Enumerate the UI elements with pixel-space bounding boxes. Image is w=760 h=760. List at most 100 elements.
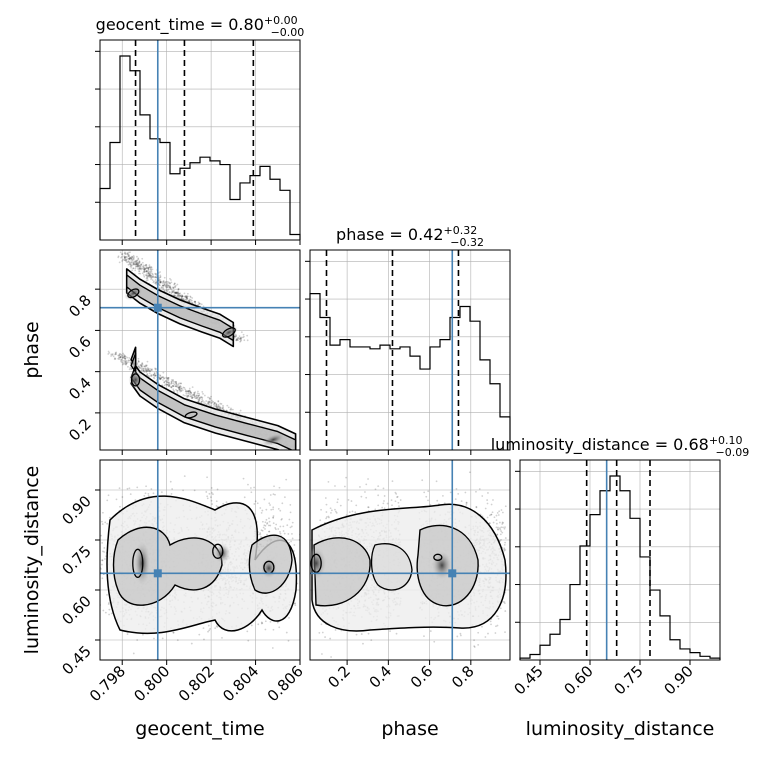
sample-point <box>122 356 124 359</box>
sample-point <box>194 397 197 399</box>
sample-point <box>174 381 177 384</box>
sample-point <box>172 378 174 381</box>
sample-point <box>186 394 188 397</box>
sample-point <box>131 259 134 262</box>
sample-point <box>144 268 147 271</box>
sample-point <box>126 252 129 255</box>
sample-point <box>144 492 147 495</box>
sample-point <box>125 363 127 366</box>
sample-point <box>212 403 215 406</box>
sample-point <box>128 261 131 263</box>
sample-point <box>246 339 249 342</box>
density-blob <box>219 325 238 340</box>
sample-point <box>199 397 201 400</box>
sample-point <box>124 252 127 255</box>
sample-point <box>176 384 179 387</box>
sample-point <box>166 377 169 380</box>
sample-point <box>261 529 264 532</box>
sample-point <box>191 297 194 299</box>
sample-point <box>185 295 188 298</box>
sample-point <box>208 492 211 495</box>
sample-point <box>126 487 129 490</box>
sample-point <box>254 500 257 503</box>
sample-point <box>174 291 177 294</box>
sample-point <box>301 543 303 545</box>
sample-point <box>303 584 305 586</box>
sample-point <box>131 258 134 261</box>
sample-point <box>395 632 398 635</box>
sample-point <box>140 263 143 266</box>
sample-point <box>304 566 306 568</box>
sample-point <box>225 501 228 504</box>
sample-point <box>477 643 480 646</box>
sample-point <box>208 397 211 399</box>
sample-point <box>137 263 139 265</box>
sample-point <box>501 521 504 524</box>
sample-point <box>128 257 131 260</box>
sample-point <box>153 372 156 374</box>
sample-point <box>150 270 153 273</box>
sample-point <box>222 404 224 407</box>
sample-point <box>127 361 129 364</box>
sample-point <box>497 615 499 618</box>
sample-point <box>180 296 183 298</box>
sample-point <box>171 488 174 490</box>
sample-point <box>143 275 146 278</box>
sample-point <box>130 255 133 258</box>
sample-point <box>268 502 271 505</box>
sample-point <box>159 280 162 283</box>
sample-point <box>140 363 143 366</box>
sample-point <box>275 523 278 526</box>
sample-point <box>190 395 193 398</box>
sample-point <box>141 257 144 260</box>
sample-point <box>119 356 121 359</box>
sample-point <box>289 511 292 514</box>
sample-point <box>178 387 181 390</box>
sample-point <box>196 396 199 399</box>
sample-point <box>235 335 237 337</box>
sample-point <box>124 259 127 262</box>
sample-point <box>166 381 169 384</box>
sample-point <box>230 408 233 411</box>
sample-point <box>487 632 489 635</box>
contour-line <box>132 548 144 578</box>
sample-point <box>162 279 165 282</box>
sample-point <box>137 264 140 266</box>
sample-point <box>238 337 241 340</box>
sample-point <box>142 369 145 372</box>
sample-point <box>269 494 272 496</box>
sample-point <box>175 292 178 295</box>
sample-point <box>273 485 275 488</box>
sample-point <box>177 295 180 298</box>
sample-point <box>108 613 111 616</box>
sample-point <box>140 369 143 372</box>
sample-point <box>243 335 245 338</box>
sample-point <box>164 380 167 383</box>
sample-point <box>193 394 196 396</box>
sample-point <box>217 406 220 408</box>
sample-point <box>215 406 218 409</box>
sample-point <box>144 368 146 370</box>
sample-point <box>160 491 163 494</box>
sample-point <box>142 367 145 370</box>
sample-point <box>145 270 148 273</box>
sample-point <box>191 397 193 400</box>
sample-point <box>147 267 150 269</box>
sample-point <box>110 353 113 356</box>
sample-point <box>167 381 170 384</box>
sample-point <box>168 382 171 385</box>
sample-point <box>215 405 218 408</box>
sample-point <box>151 276 154 278</box>
sample-point <box>490 513 493 516</box>
sample-point <box>383 500 385 502</box>
contour-line <box>184 411 198 419</box>
sample-point <box>101 511 104 514</box>
sample-point <box>246 630 249 633</box>
sample-point <box>170 382 173 385</box>
sample-point <box>136 259 138 262</box>
sample-point <box>189 393 192 396</box>
sample-point <box>197 394 200 397</box>
sample-point <box>191 302 194 304</box>
sample-point <box>213 402 216 405</box>
sample-point <box>123 252 126 255</box>
